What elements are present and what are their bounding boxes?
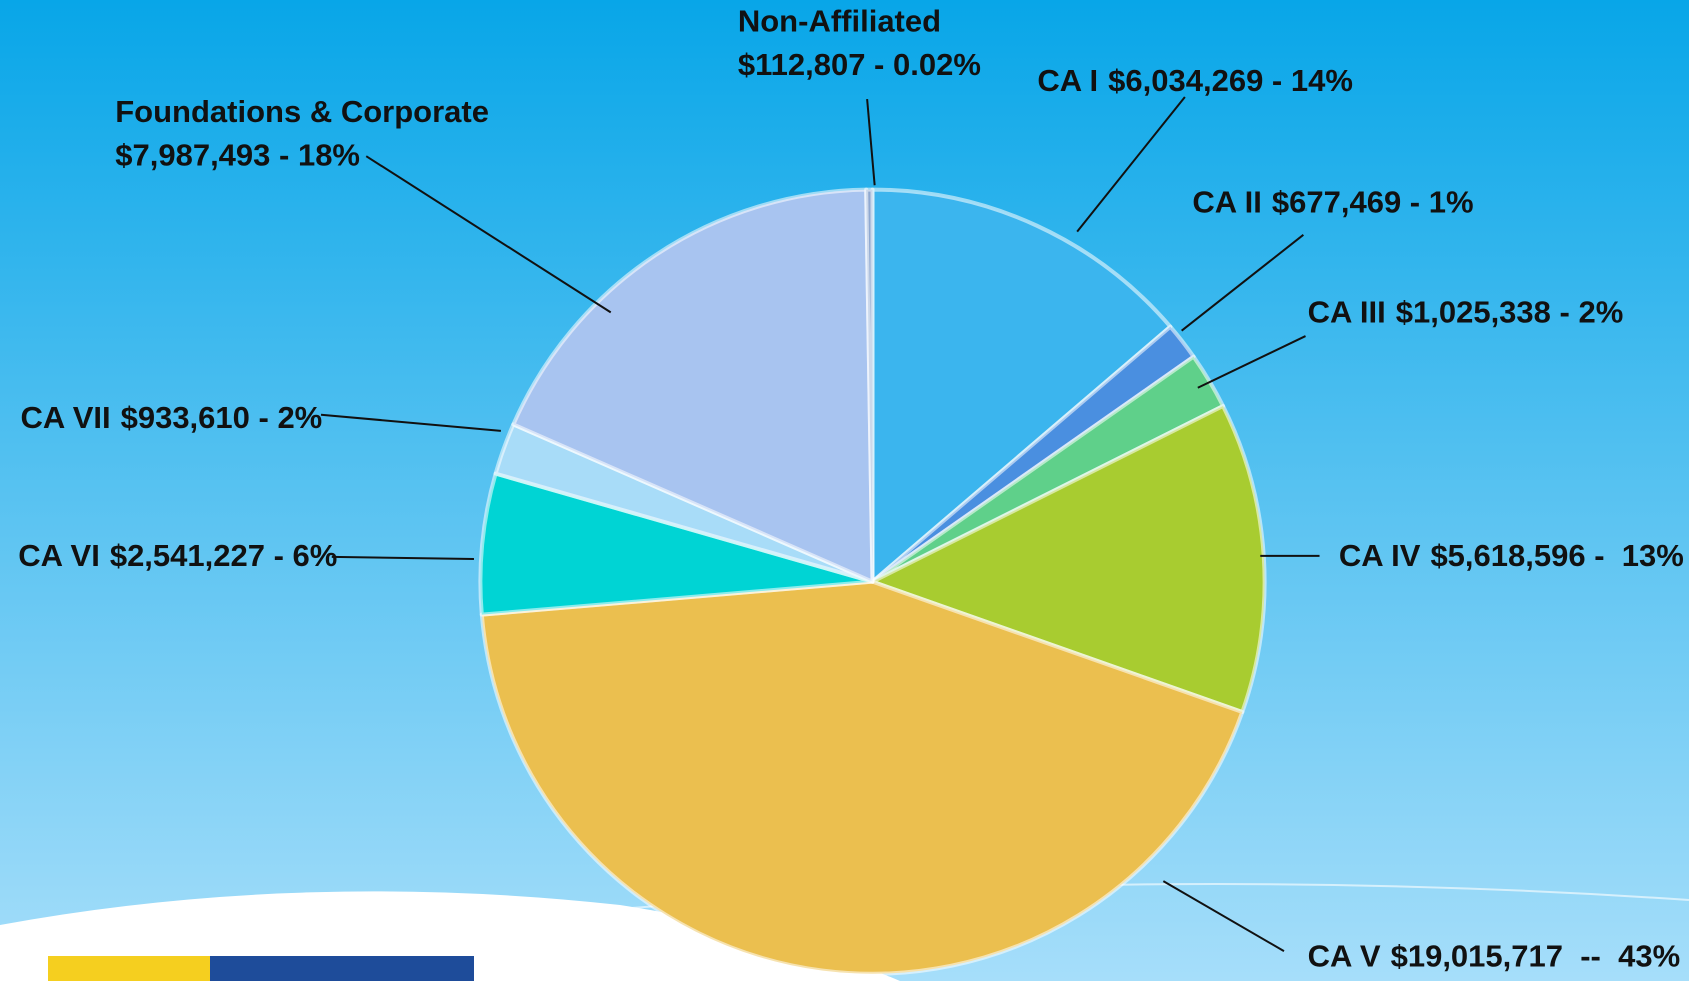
logo-left <box>48 956 210 981</box>
leader-line <box>1197 335 1306 389</box>
category-name: CA V <box>1308 939 1381 974</box>
value-label: $5,618,596 - 13% <box>1430 538 1683 573</box>
value-label: $112,807 - 0.02% <box>738 47 981 82</box>
leader-line <box>866 99 876 186</box>
slice-label: CA V $19,015,717 -- 43% <box>1308 939 1680 974</box>
category-name: CA II <box>1192 185 1261 220</box>
category-name: CA III <box>1308 295 1386 330</box>
category-name: CA IV <box>1339 538 1421 573</box>
value-label: $933,610 - 2% <box>121 400 323 435</box>
labels: CA I $6,034,269 - 14%CA II $677,469 - 1%CA… <box>18 4 1683 974</box>
value-label: $677,469 - 1% <box>1272 185 1474 220</box>
slice-label: CA IV $5,618,596 - 13% <box>1339 538 1684 573</box>
value-label: $2,541,227 - 6% <box>110 538 338 573</box>
category-name: Non-Affiliated <box>738 4 941 39</box>
slice <box>511 187 875 584</box>
slice <box>479 579 1245 976</box>
value-label: $7,987,493 - 18% <box>115 137 360 172</box>
value-label: $19,015,717 -- 43% <box>1391 939 1681 974</box>
leader-line <box>320 413 501 432</box>
slice-label: CA II $677,469 - 1% <box>1192 185 1473 220</box>
logo-right <box>210 956 474 981</box>
slice <box>478 471 875 617</box>
leader-line <box>331 555 474 561</box>
category-name: CA VI <box>18 538 100 573</box>
slice-label: CA VI $2,541,227 - 6% <box>18 538 337 573</box>
leader-line <box>1181 234 1304 332</box>
category-name: Foundations & Corporate <box>115 94 489 129</box>
leader-line <box>1162 880 1285 953</box>
value-label: $1,025,338 - 2% <box>1396 295 1624 330</box>
leader-line <box>1076 96 1186 233</box>
category-name: CA VII <box>20 400 110 435</box>
slice <box>870 187 1173 584</box>
category-name: CA I <box>1037 63 1098 98</box>
slice-label: CA VII $933,610 - 2% <box>20 400 322 435</box>
leader-line <box>365 155 612 314</box>
slice <box>864 187 875 584</box>
slice-label: CA I $6,034,269 - 14% <box>1037 63 1353 98</box>
value-label: $6,034,269 - 14% <box>1108 63 1353 98</box>
slice-label: Non-Affiliated $112,807 - 0.02% <box>738 4 981 82</box>
pie <box>478 187 1267 976</box>
slice-label: CA III $1,025,338 - 2% <box>1308 295 1624 330</box>
slice-label: Foundations & Corporate $7,987,493 - 18% <box>115 94 489 172</box>
slice <box>870 403 1267 714</box>
